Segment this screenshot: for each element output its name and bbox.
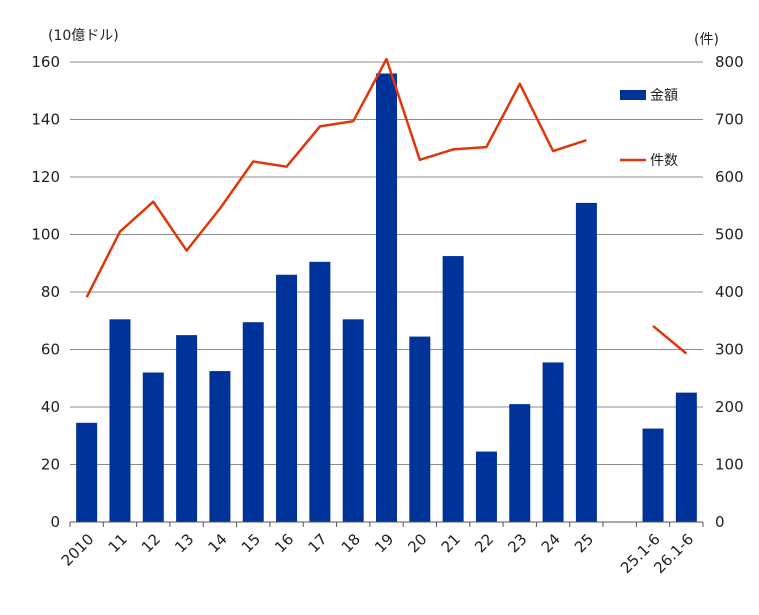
x-tick-label: 17 (304, 530, 330, 556)
x-tick-label: 19 (371, 530, 397, 556)
legend: 金額 件数 (620, 88, 678, 169)
y-right-tick-labels: 0 100 200 300 400 500 600 700 800 (715, 53, 744, 531)
bar-amount (409, 336, 431, 522)
bar-series-amount (76, 73, 697, 522)
y-right-tick-label: 200 (715, 398, 744, 416)
y-left-tick-label: 140 (31, 111, 60, 129)
legend-label-count: 件数 (650, 153, 678, 169)
bar-amount (209, 371, 231, 522)
y-right-tick-label: 100 (715, 456, 744, 474)
x-tick-label: 12 (138, 530, 164, 556)
legend-label-amount: 金額 (650, 88, 678, 104)
axes (69, 521, 704, 527)
bar-amount (109, 319, 131, 522)
bar-amount (276, 274, 298, 522)
bar-amount (475, 451, 497, 522)
bar-amount (242, 322, 264, 522)
bar-amount (376, 73, 397, 522)
y-left-tick-label: 0 (50, 513, 60, 531)
line-series-count (85, 57, 688, 355)
line-segment-count (85, 57, 587, 298)
bar-amount (176, 335, 198, 522)
x-tick-label: 25 (571, 530, 597, 556)
x-tick-label: 22 (471, 530, 497, 556)
x-tick-label: 23 (504, 530, 530, 556)
x-tick-label: 20 (404, 530, 430, 556)
x-tick-label: 11 (105, 530, 131, 556)
x-tick-label: 18 (338, 530, 364, 556)
y-left-tick-label: 60 (41, 341, 60, 359)
y-right-tick-label: 400 (715, 283, 744, 301)
y-left-tick-label: 100 (31, 226, 60, 244)
x-tick-labels: 2010 11 12 13 14 15 16 17 18 19 20 21 22 23 24 25 25.1-6… (58, 530, 697, 577)
bar-amount (542, 362, 564, 522)
y-right-tick-label: 0 (715, 513, 725, 531)
y-right-unit: (件) (694, 32, 719, 48)
x-tick-label: 2010 (58, 530, 98, 570)
y-left-tick-label: 80 (41, 283, 60, 301)
bar-amount (142, 372, 164, 522)
bar-amount (442, 256, 464, 522)
y-left-tick-label: 120 (31, 168, 60, 186)
bar-amount (76, 422, 98, 522)
legend-swatch-amount (620, 90, 646, 100)
y-left-tick-label: 40 (41, 398, 60, 416)
y-left-tick-label: 20 (41, 456, 60, 474)
bar-amount (309, 261, 331, 522)
y-right-tick-label: 700 (715, 111, 744, 129)
bar-amount (342, 319, 364, 522)
bar-amount (675, 392, 697, 522)
line-segment-count (652, 324, 688, 355)
y-left-unit: (10億ドル) (48, 28, 119, 44)
x-tick-label: 16 (271, 530, 297, 556)
y-left-tick-label: 160 (31, 53, 60, 71)
bar-amount (509, 404, 531, 522)
x-tick-label: 21 (438, 530, 464, 556)
bar-amount (575, 202, 597, 522)
y-right-tick-label: 500 (715, 226, 744, 244)
y-right-tick-label: 600 (715, 168, 744, 186)
x-tick-label: 24 (538, 530, 564, 556)
x-tick-label: 15 (238, 530, 264, 556)
x-tick-label: 14 (205, 530, 231, 556)
y-left-tick-labels: 0 20 40 60 80 100 120 140 160 (31, 53, 60, 531)
y-right-tick-label: 300 (715, 341, 744, 359)
x-tick-label: 13 (171, 530, 197, 556)
bar-amount (642, 428, 664, 522)
y-right-tick-label: 800 (715, 53, 744, 71)
